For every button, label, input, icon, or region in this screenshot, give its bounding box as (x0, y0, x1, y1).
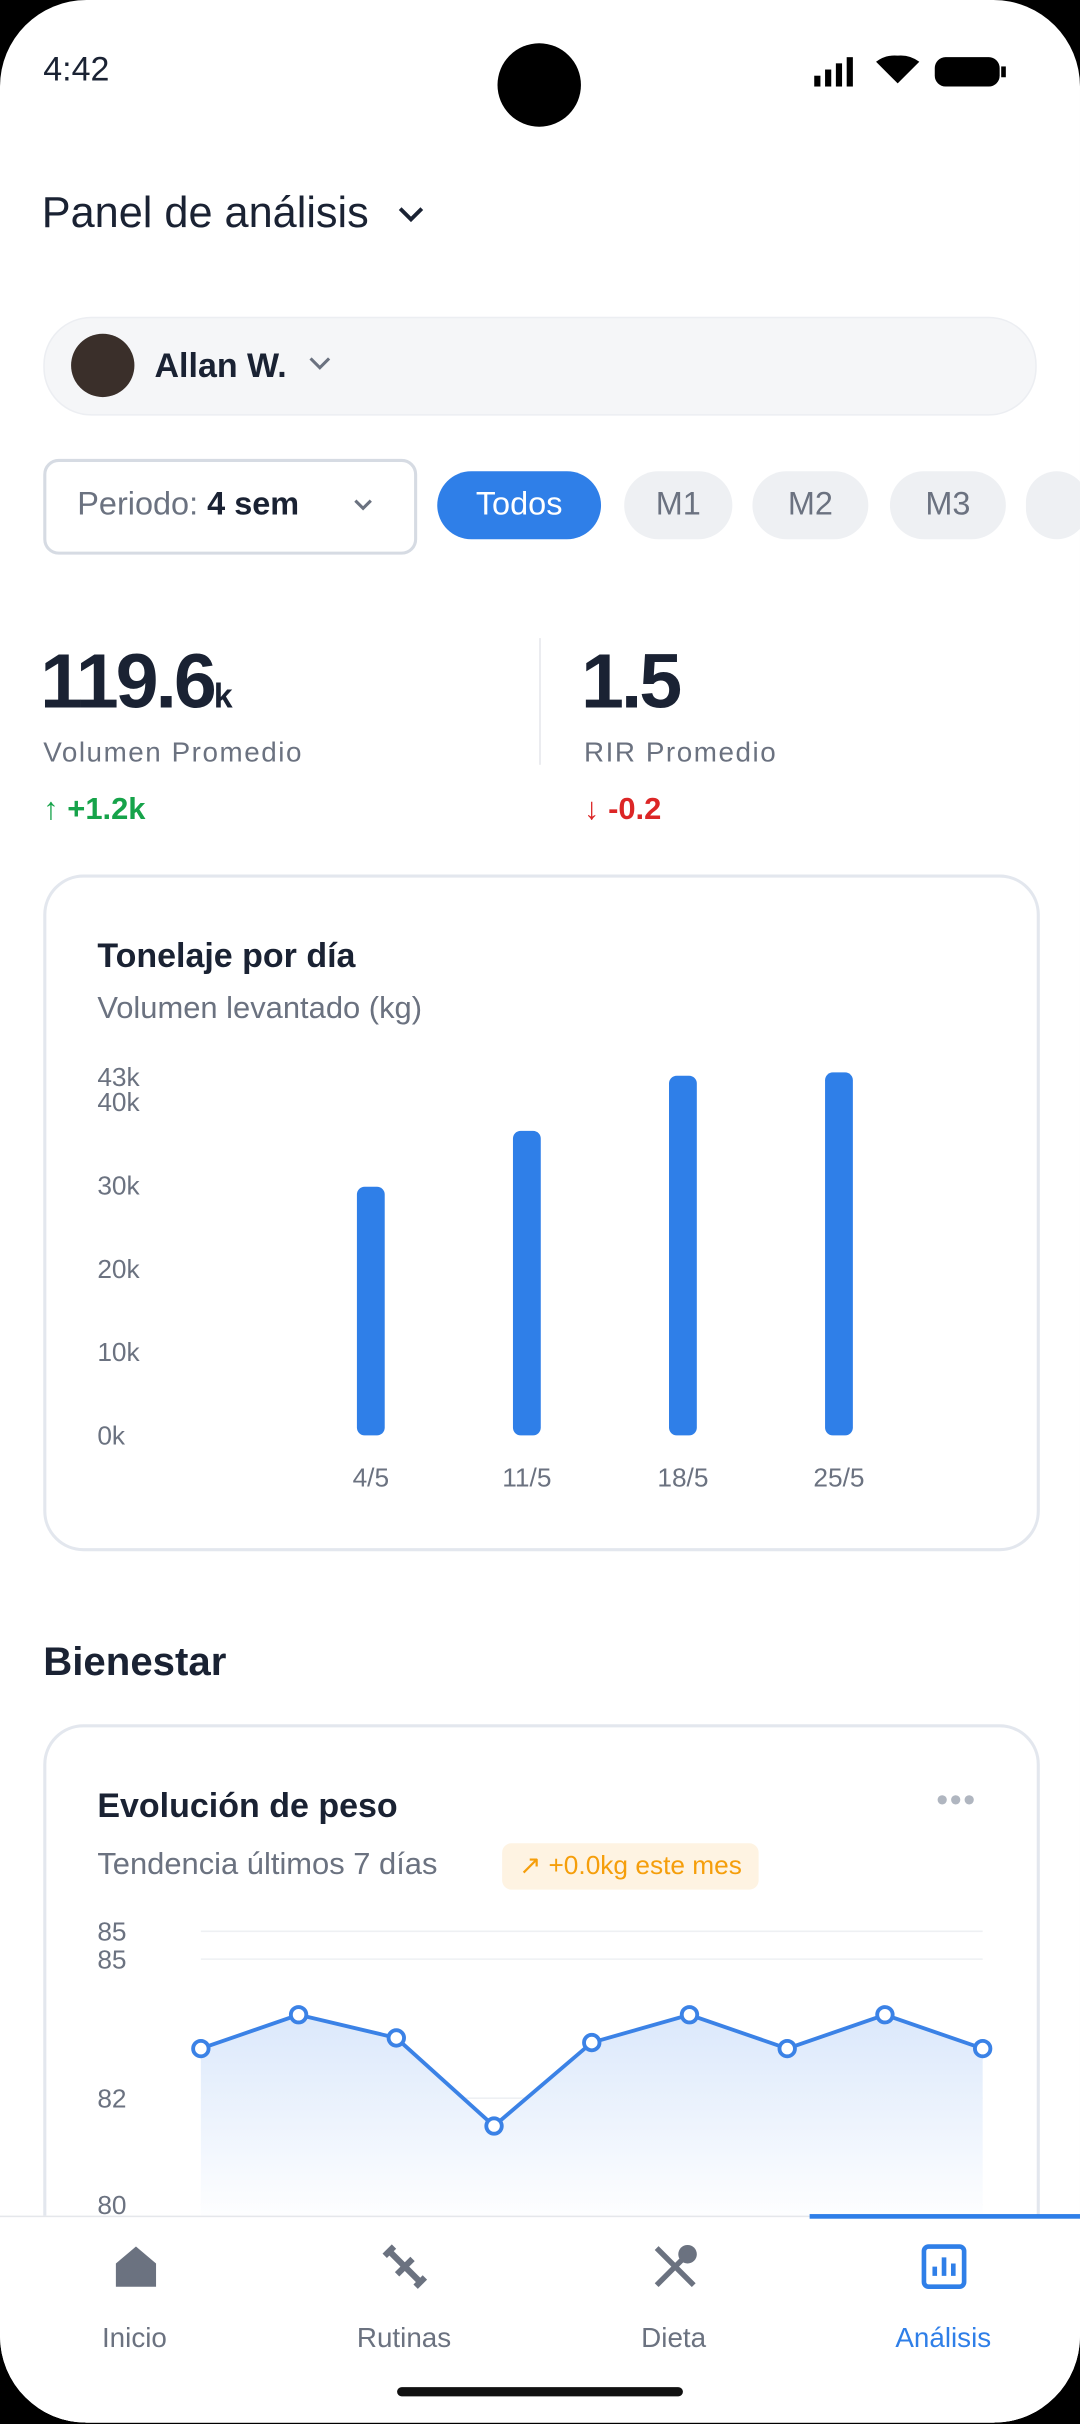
chip-partial[interactable] (1025, 471, 1080, 540)
x-tick-label: 18/5 (657, 1462, 708, 1492)
y-tick-label: 40k (97, 1087, 140, 1117)
stat-unit: k (213, 676, 233, 716)
section-title: Bienestar (43, 1637, 227, 1685)
user-name: Allan W. (154, 346, 287, 385)
point (875, 2005, 895, 2025)
x-tick-label: 11/5 (502, 1462, 551, 1492)
chart-subtitle: Volumen levantado (kg) (97, 991, 423, 1026)
y-tick-label: 85 (97, 1917, 126, 1947)
stat-delta: ↓ -0.2 (584, 792, 662, 827)
chart-subtitle: Tendencia últimos 7 días (97, 1847, 438, 1882)
period-label-text: Periodo: (77, 486, 199, 523)
stat-label: RIR Promedio (584, 736, 778, 768)
icon-home (115, 2246, 157, 2287)
point (777, 2038, 797, 2059)
point (973, 2038, 993, 2059)
y-tick-label: 80 (97, 2190, 126, 2220)
stat-delta: ↑ +1.2k (43, 792, 146, 827)
chevron (398, 207, 424, 223)
stat-value: 119.6k (40, 637, 233, 727)
nav-item[interactable]: Rutinas (356, 2322, 452, 2354)
status-time: 4:42 (43, 49, 110, 89)
y-tick-label: 43k (97, 1062, 140, 1092)
chevron (354, 499, 372, 511)
filter-chip[interactable]: M1 (624, 471, 733, 540)
chart-title: Evolución de peso (97, 1786, 398, 1825)
stat-delta-text: -0.2 (608, 792, 662, 827)
point (679, 2005, 700, 2025)
point (484, 2116, 504, 2136)
badge-text: +0.0kg este mes (548, 1850, 742, 1881)
bar (825, 1072, 853, 1436)
icon-analytics (921, 2244, 967, 2290)
filter-chip[interactable]: Todos (437, 471, 602, 540)
period-label: Periodo: 4 sem (77, 487, 299, 524)
chart-card (43, 874, 1040, 1552)
filter-chip[interactable]: M2 (752, 471, 869, 540)
y-tick-label: 85 (97, 1944, 126, 1974)
stat-value: 1.5 (580, 638, 682, 725)
icon-diet (654, 2244, 697, 2288)
chevron (309, 357, 331, 370)
header-title[interactable]: Panel de análisis (41, 188, 369, 237)
nav-item[interactable]: Inicio (101, 2322, 167, 2354)
home-indicator (397, 2387, 683, 2397)
x-tick-label: 25/5 (813, 1462, 864, 1492)
camera (497, 43, 581, 127)
y-tick-label: 30k (97, 1170, 140, 1200)
y-tick-label: 10k (97, 1337, 140, 1367)
period-value: 4 sem (207, 486, 300, 523)
stat-delta-text: +1.2k (67, 792, 146, 827)
status-icons (814, 55, 1006, 87)
y-tick-label: 82 (97, 2083, 126, 2113)
trend-badge: ↗ +0.0kg este mes (502, 1843, 759, 1890)
nav-item[interactable]: Dieta (641, 2322, 707, 2354)
point (582, 2032, 602, 2053)
x-tick-label: 4/5 (353, 1462, 390, 1492)
bar (512, 1130, 541, 1436)
y-tick-label: 20k (97, 1254, 140, 1284)
point (386, 2028, 406, 2048)
divider (539, 638, 541, 765)
avatar (71, 333, 135, 398)
period-select[interactable] (43, 458, 418, 555)
user-selector[interactable] (43, 316, 1037, 416)
bar (356, 1186, 385, 1436)
bar (669, 1075, 697, 1436)
filter-chip[interactable]: M3 (889, 471, 1006, 540)
nav-item[interactable]: Análisis (895, 2322, 992, 2354)
active-indicator (809, 2214, 1080, 2219)
stat-label: Volumen Promedio (43, 736, 303, 768)
stat-number: 119.6 (40, 638, 217, 725)
chart-title: Tonelaje por día (97, 936, 356, 975)
area (200, 2014, 983, 2225)
bottom-nav: Inicio Rutinas Dieta Análisis (0, 2214, 1080, 2423)
y-tick-label: 0k (97, 1421, 126, 1451)
point (288, 2005, 309, 2025)
point (191, 2038, 211, 2059)
icon-dumbbell (382, 2244, 428, 2289)
more-button[interactable]: ••• (936, 1779, 977, 1819)
